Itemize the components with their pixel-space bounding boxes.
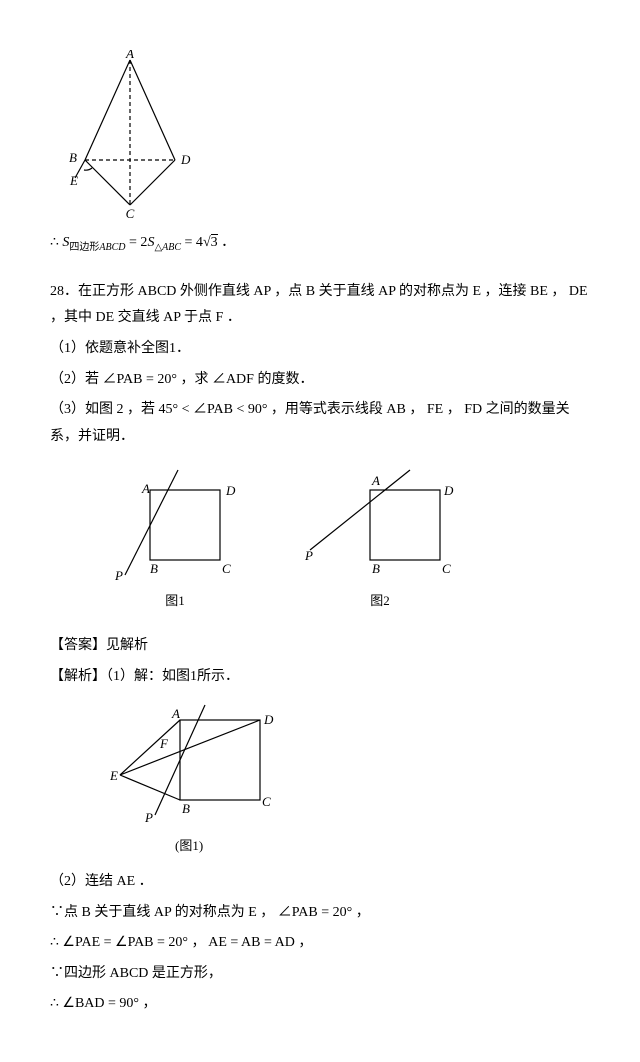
figure-kite: A B D C E — [50, 50, 590, 220]
fig2-caption: 图2 — [300, 589, 460, 614]
fig2-a: A — [371, 473, 380, 488]
sol-c: C — [262, 794, 271, 809]
fig1-b: B — [150, 561, 158, 576]
sol2-l4: ∵四边形 ABCD 是正方形， — [50, 961, 590, 988]
figure-2: A D B C P 图2 — [300, 465, 460, 614]
q28-p1: （1）依题意补全图1． — [50, 336, 590, 363]
figure-solution-1: A D B C E F P (图1) — [110, 700, 590, 859]
sol2-l3: ∴ ∠PAE = ∠PAB = 20° ， AE = AB = AD ， — [50, 930, 590, 957]
equation-area: ∴ S四边形ABCD = 2S△ABC = 4√3 ． — [50, 230, 590, 257]
sol-fig-svg: A D B C E F P — [110, 700, 280, 830]
fig1-svg: A D B C P — [110, 465, 240, 585]
sol2-l5: ∴ ∠BAD = 90° ， — [50, 991, 590, 1018]
label-c: C — [126, 206, 135, 220]
q28-p2: （2）若 ∠PAB = 20° ，求 ∠ADF 的度数． — [50, 367, 590, 394]
fig2-c: C — [442, 561, 451, 576]
label-a: A — [125, 50, 134, 61]
answer-line: 【答案】见解析 — [50, 633, 590, 660]
q28-stem: 28．在正方形 ABCD 外侧作直线 AP ，点 B 关于直线 AP 的对称点为… — [50, 279, 590, 332]
sol2-l1: （2）连结 AE ． — [50, 869, 590, 896]
sol-d: D — [263, 712, 274, 727]
fig1-caption: 图1 — [110, 589, 240, 614]
fig2-d: D — [443, 483, 454, 498]
solution-head: 【解析】（1）解：如图1所示． — [50, 664, 590, 691]
fig2-b: B — [372, 561, 380, 576]
fig2-svg: A D B C P — [300, 465, 460, 585]
fig1-c: C — [222, 561, 231, 576]
sol2-l2: ∵点 B 关于直线 AP 的对称点为 E ， ∠PAB = 20° ， — [50, 900, 590, 927]
fig1-a: A — [141, 481, 150, 496]
sol-a: A — [171, 706, 180, 721]
figure-1: A D B C P 图1 — [110, 465, 240, 614]
label-d: D — [180, 152, 191, 167]
sol-e: E — [110, 768, 118, 783]
sol-fig-caption: (图1) — [175, 834, 590, 859]
kite-svg: A B D C E — [50, 50, 210, 220]
fig1-p: P — [114, 568, 123, 583]
figures-row: A D B C P 图1 A D B C P 图2 — [110, 465, 590, 614]
sol-f: F — [159, 736, 169, 751]
label-e: E — [69, 173, 78, 188]
sol-p: P — [144, 810, 153, 825]
label-b: B — [69, 150, 77, 165]
fig1-d: D — [225, 483, 236, 498]
q28-p3: （3）如图 2 ，若 45° < ∠PAB < 90° ，用等式表示线段 AB … — [50, 397, 590, 450]
fig2-p: P — [304, 548, 313, 563]
sol-b: B — [182, 801, 190, 816]
